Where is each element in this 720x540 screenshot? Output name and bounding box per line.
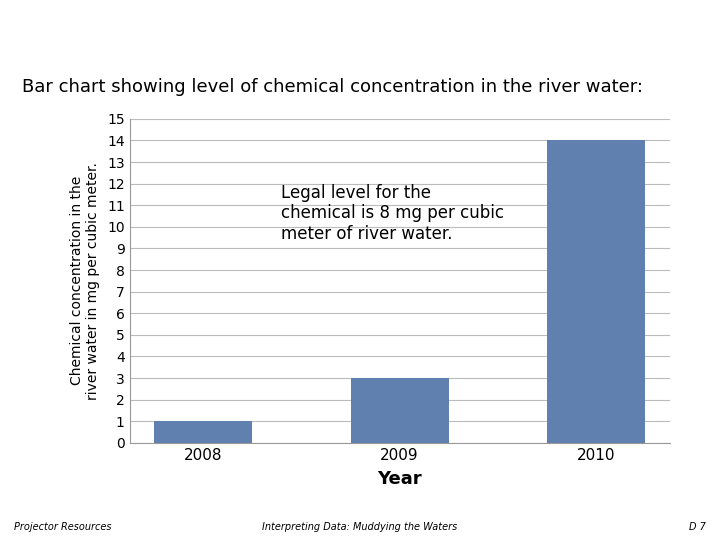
- Y-axis label: Chemical concentration in the
river water in mg per cubic meter.: Chemical concentration in the river wate…: [70, 162, 100, 400]
- Text: Interpreting Data: Muddying the Waters: Interpreting Data: Muddying the Waters: [262, 522, 458, 532]
- Text: Exhibit 3: Exhibit 3: [284, 21, 436, 50]
- Bar: [154, 421, 252, 443]
- Bar: [351, 378, 449, 443]
- Text: Projector Resources: Projector Resources: [14, 522, 112, 532]
- X-axis label: Year: Year: [377, 470, 422, 488]
- Text: Bar chart showing level of chemical concentration in the river water:: Bar chart showing level of chemical conc…: [22, 78, 643, 96]
- Text: Legal level for the
chemical is 8 mg per cubic
meter of river water.: Legal level for the chemical is 8 mg per…: [281, 184, 504, 243]
- Bar: [547, 140, 645, 443]
- Text: D 7: D 7: [689, 522, 706, 532]
